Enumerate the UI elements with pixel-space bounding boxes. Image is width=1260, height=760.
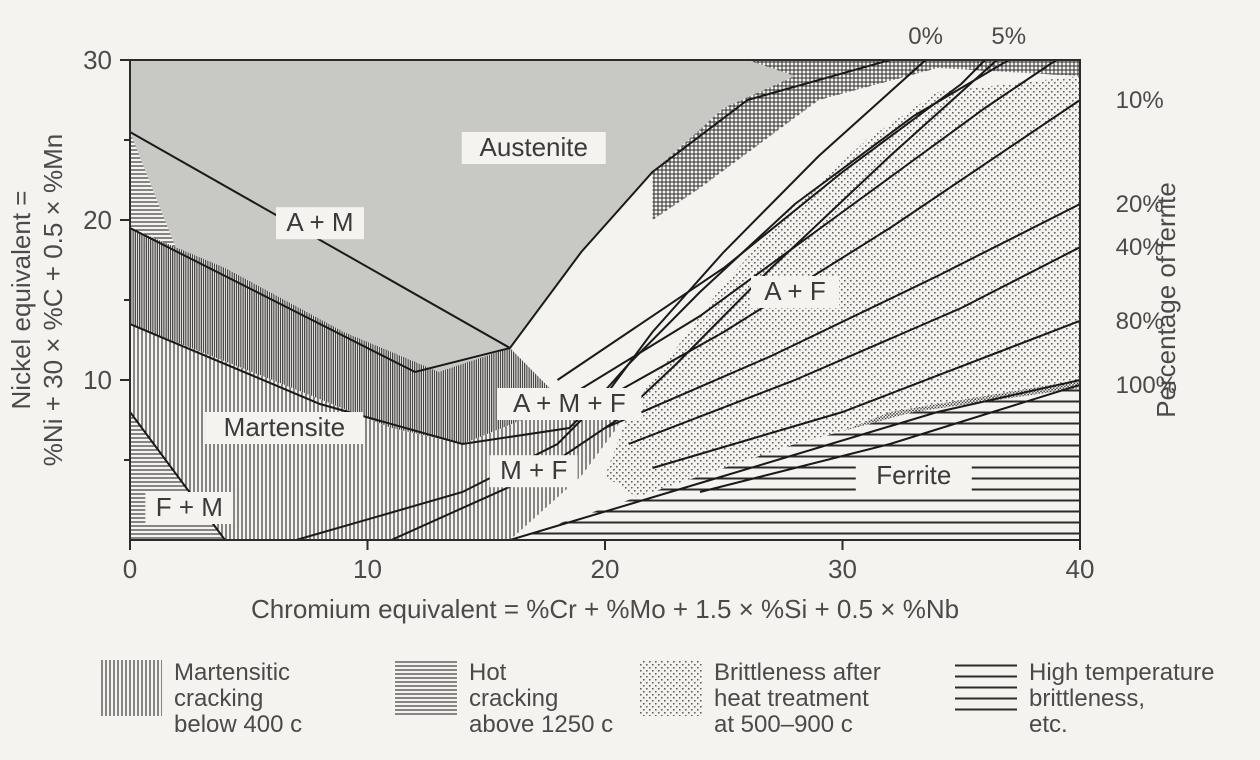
label-ferrite: Ferrite	[856, 460, 972, 492]
svg-text:heat treatment: heat treatment	[714, 685, 869, 712]
legend-dots_light: Brittleness afterheat treatmentat 500–90…	[640, 659, 881, 738]
svg-text:Brittleness after: Brittleness after	[714, 659, 881, 686]
svg-text:High temperature: High temperature	[1029, 659, 1214, 686]
label-f-+-m: F + M	[145, 492, 233, 524]
y-axis-label: Nickel equivalent =%Ni + 30 × %C + 0.5 ×…	[6, 134, 68, 466]
svg-text:M + F: M + F	[500, 455, 567, 485]
svg-text:A + M + F: A + M + F	[513, 388, 626, 418]
svg-text:at 500–900 c: at 500–900 c	[714, 711, 853, 738]
svg-text:A + F: A + F	[764, 276, 825, 306]
svg-text:Hot: Hot	[469, 659, 507, 686]
chart-svg: 0 10 20 30 40 Chromium equivalent = %Cr + %Mo…	[0, 0, 1260, 760]
y-tick-10: 10	[83, 365, 112, 395]
svg-text:above 1250 c: above 1250 c	[469, 711, 613, 738]
svg-text:below 400 c: below 400 c	[174, 711, 302, 738]
y-tick-30: 30	[83, 45, 112, 75]
label-m-+-f: M + F	[490, 455, 578, 487]
x-tick-40: 40	[1066, 554, 1095, 584]
svg-text:Ferrite: Ferrite	[876, 460, 951, 490]
schaeffler-diagram: 0 10 20 30 40 Chromium equivalent = %Cr + %Mo…	[0, 0, 1260, 760]
svg-text:F + M: F + M	[156, 492, 223, 522]
label-a-+-m-+-f: A + M + F	[497, 388, 641, 420]
legend-horizontal_wide: High temperaturebrittleness,etc.	[955, 659, 1214, 738]
right-axis-label: Percentage of ferrite	[1151, 182, 1181, 418]
svg-text:%Ni + 30 × %C + 0.5 × %Mn: %Ni + 30 × %C + 0.5 × %Mn	[38, 134, 68, 466]
ferrite-pct-10%: 10%	[1116, 87, 1164, 114]
svg-text:cracking: cracking	[174, 685, 263, 712]
legend-vertical_fine: Martensiticcrackingbelow 400 c	[100, 659, 302, 738]
label-a-+-m: A + M	[276, 207, 364, 239]
svg-text:Nickel equivalent =: Nickel equivalent =	[6, 191, 36, 410]
x-tick-30: 30	[828, 554, 857, 584]
svg-text:Martensite: Martensite	[224, 412, 345, 442]
svg-text:Martensitic: Martensitic	[174, 659, 290, 686]
x-tick-0: 0	[123, 554, 137, 584]
x-axis-label: Chromium equivalent = %Cr + %Mo + 1.5 × …	[251, 594, 959, 624]
legend-horizontal_fine: Hotcrackingabove 1250 c	[395, 659, 613, 738]
svg-text:Austenite: Austenite	[480, 132, 588, 162]
svg-text:Percentage of ferrite: Percentage of ferrite	[1151, 182, 1181, 418]
y-tick-20: 20	[83, 205, 112, 235]
svg-text:A + M: A + M	[286, 207, 353, 237]
svg-text:cracking: cracking	[469, 685, 558, 712]
ferrite-pct-5%: 5%	[991, 23, 1026, 50]
svg-text:brittleness,: brittleness,	[1029, 685, 1145, 712]
x-tick-20: 20	[591, 554, 620, 584]
label-martensite: Martensite	[205, 412, 363, 444]
ferrite-pct-0%: 0%	[908, 23, 943, 50]
svg-text:etc.: etc.	[1029, 711, 1068, 738]
label-austenite: Austenite	[462, 132, 606, 164]
label-a-+-f: A + F	[751, 276, 839, 308]
x-tick-10: 10	[353, 554, 382, 584]
